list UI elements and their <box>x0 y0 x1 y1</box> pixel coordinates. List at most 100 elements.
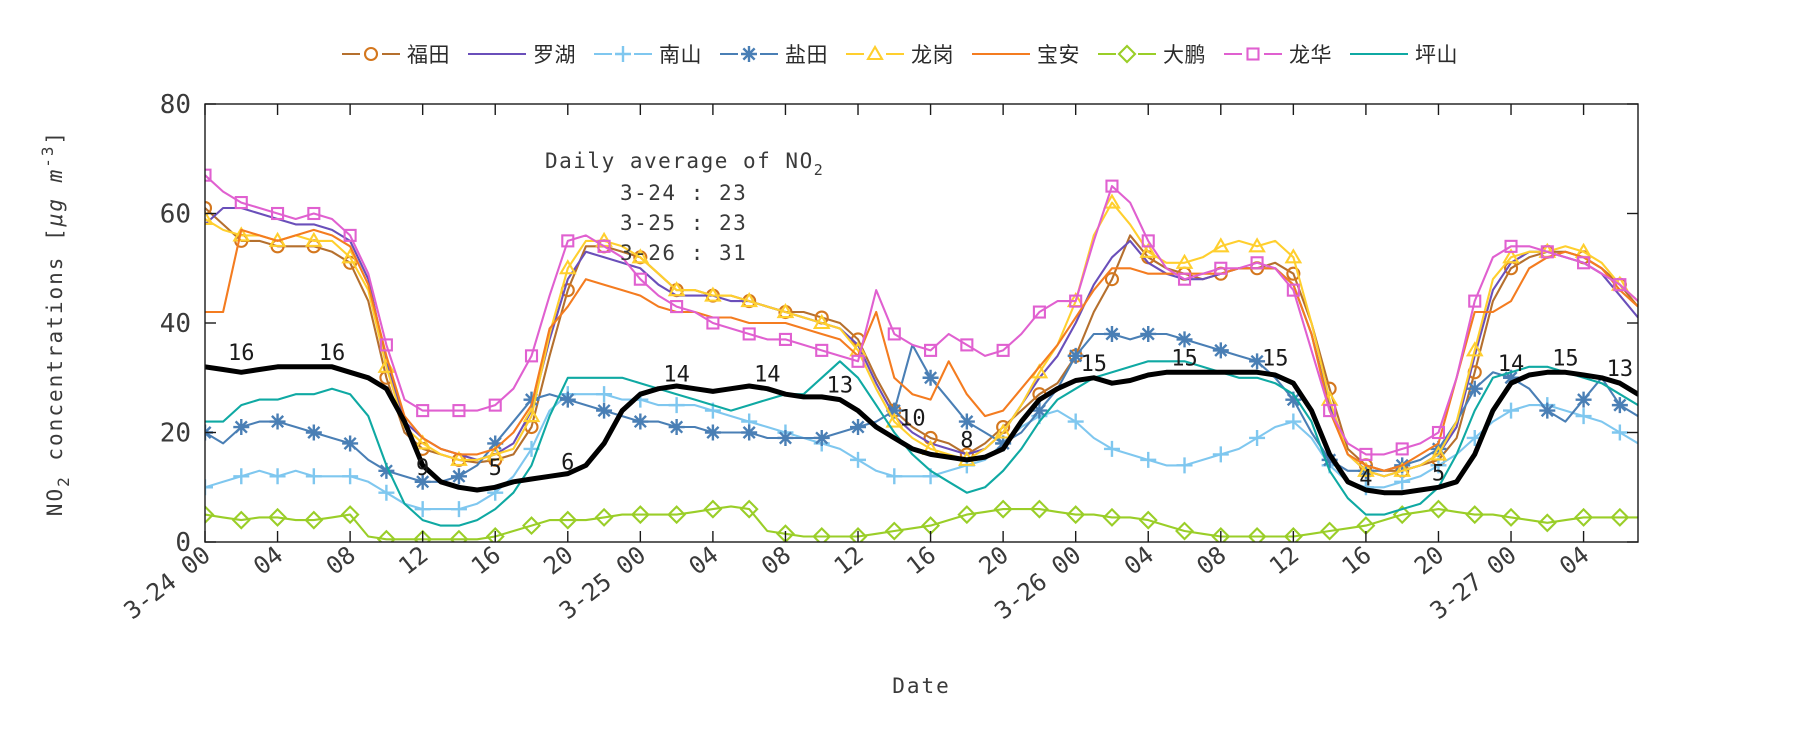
x-tick-label: 16 <box>1337 541 1377 581</box>
marker-asterisk <box>414 473 431 490</box>
x-tick-label: 04 <box>1119 541 1159 581</box>
series-line <box>205 360 1638 527</box>
legend-item-4[interactable]: 龙岗 <box>846 39 954 69</box>
marker-diamond <box>1117 44 1137 64</box>
legend-marker-asterisk-icon <box>738 43 760 65</box>
legend-sample <box>1350 44 1408 64</box>
marker-triangle <box>450 450 468 466</box>
marker-asterisk <box>487 435 504 452</box>
marker-square <box>1504 239 1518 253</box>
marker-diamond <box>1537 513 1557 533</box>
marker-square <box>561 234 575 248</box>
marker-asterisk <box>1249 353 1266 370</box>
mean-data-label: 15 <box>1262 346 1289 371</box>
marker-asterisk <box>596 402 613 419</box>
legend-label: 罗湖 <box>533 43 576 67</box>
marker-triangle <box>305 231 323 247</box>
marker-diamond <box>594 507 614 527</box>
legend-line <box>468 53 526 55</box>
marker-diamond <box>1029 499 1049 519</box>
marker-asterisk <box>305 424 322 441</box>
marker-asterisk <box>523 391 540 408</box>
legend-item-6[interactable]: 大鹏 <box>1098 39 1206 69</box>
marker-triangle <box>1357 461 1375 477</box>
marker-diamond <box>812 527 832 542</box>
mean-data-label: 15 <box>1171 346 1198 371</box>
marker-diamond <box>376 529 396 542</box>
series-line <box>205 505 1638 541</box>
legend-label: 龙华 <box>1289 43 1332 67</box>
marker-triangle <box>1248 237 1266 253</box>
legend-item-1[interactable]: 罗湖 <box>468 39 576 69</box>
legend-item-0[interactable]: 福田 <box>342 39 450 69</box>
marker-asterisk <box>741 46 757 62</box>
marker-asterisk <box>1067 347 1084 364</box>
mean-line <box>205 364 1638 496</box>
marker-plus <box>1249 429 1266 446</box>
marker-square <box>1141 234 1155 248</box>
marker-asterisk <box>632 413 649 430</box>
legend-sample <box>720 43 778 65</box>
marker-plus <box>1611 424 1628 441</box>
marker-square <box>307 206 321 221</box>
mean-data-label: 13 <box>827 374 854 399</box>
marker-diamond <box>1574 507 1594 527</box>
marker-triangle <box>522 406 541 423</box>
marker-triangle <box>1103 193 1121 209</box>
marker-diamond <box>1175 521 1195 541</box>
marker-circle <box>1286 266 1301 281</box>
marker-square <box>742 327 756 341</box>
marker-triangle <box>812 313 831 330</box>
marker-square <box>670 300 684 314</box>
marker-square <box>1468 294 1482 308</box>
marker-circle <box>205 200 213 216</box>
x-tick-label: 20 <box>538 541 578 581</box>
legend-item-7[interactable]: 龙华 <box>1224 39 1332 69</box>
marker-plus <box>1140 451 1157 468</box>
marker-square <box>706 316 720 330</box>
marker-triangle <box>205 209 214 226</box>
legend-item-2[interactable]: 南山 <box>594 39 702 69</box>
legend-line <box>1350 53 1408 55</box>
marker-diamond <box>630 505 650 525</box>
legend-label: 龙岗 <box>911 43 954 67</box>
marker-square <box>271 206 285 221</box>
legend-sample <box>846 43 904 65</box>
x-tick-label: 04 <box>1554 541 1594 581</box>
marker-triangle <box>994 423 1012 439</box>
marker-asterisk <box>1575 391 1592 408</box>
marker-triangle <box>558 259 577 275</box>
x-axis-label: Date <box>892 674 951 698</box>
series-line <box>205 228 1638 472</box>
marker-triangle <box>341 248 359 264</box>
marker-square <box>343 228 357 242</box>
marker-triangle <box>704 286 722 302</box>
legend-item-8[interactable]: 坪山 <box>1350 39 1458 69</box>
marker-asterisk <box>850 419 867 436</box>
annotation-line: 3-24 : 23 <box>620 181 747 205</box>
marker-diamond <box>848 527 868 542</box>
mean-data-label: 14 <box>1498 352 1525 377</box>
marker-triangle <box>1502 248 1520 264</box>
marker-plus <box>615 46 631 62</box>
marker-asterisk <box>1466 380 1483 397</box>
mean-data-label: 10 <box>899 407 926 432</box>
marker-square <box>633 272 647 286</box>
legend-item-3[interactable]: 盐田 <box>720 39 828 69</box>
marker-square <box>887 327 901 341</box>
x-tick-label: 20 <box>1409 541 1449 581</box>
x-tick-label: 16 <box>466 541 506 581</box>
legend-item-5[interactable]: 宝安 <box>972 39 1080 69</box>
marker-square <box>234 196 248 210</box>
marker-plus <box>668 397 685 414</box>
legend-marker-triangle-icon <box>864 43 886 65</box>
series-8 <box>205 360 1638 527</box>
marker-diamond <box>957 505 977 525</box>
marker-plus <box>233 468 250 485</box>
marker-square <box>815 343 829 357</box>
legend-label: 坪山 <box>1415 43 1458 67</box>
mean-data-label: 6 <box>561 450 574 475</box>
